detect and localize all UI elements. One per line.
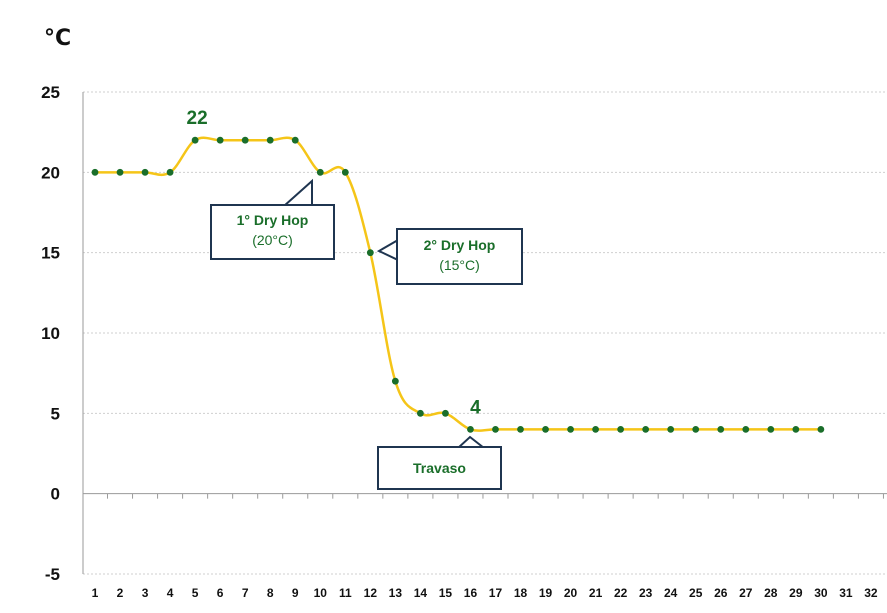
x-tick-label: 6: [217, 586, 224, 600]
x-tick-label: 3: [142, 586, 149, 600]
data-point: [742, 426, 750, 433]
value-annotation: 4: [470, 397, 481, 418]
y-tick-label: 0: [51, 485, 60, 504]
x-tick-label: 32: [864, 586, 878, 600]
x-tick-label: 16: [464, 586, 478, 600]
x-tick-label: 18: [514, 586, 528, 600]
x-tick-label: 11: [339, 586, 352, 600]
data-point: [141, 168, 149, 176]
callout-travaso-title: Travaso: [413, 460, 466, 476]
data-point: [817, 426, 825, 433]
x-tick-label: 15: [439, 586, 453, 600]
y-tick-label: 20: [41, 163, 60, 182]
x-tick-label: 5: [192, 586, 199, 600]
x-tick-label: 24: [664, 586, 678, 600]
x-tick-label: 28: [764, 586, 778, 600]
x-tick-label: 12: [364, 586, 378, 600]
x-tick-label: 9: [292, 586, 299, 600]
y-tick-label: 15: [41, 244, 60, 263]
data-point: [467, 426, 474, 433]
data-point: [216, 136, 224, 144]
data-point: [767, 426, 775, 433]
x-tick-label: 19: [539, 586, 553, 600]
data-point: [617, 426, 625, 433]
data-point: [592, 426, 599, 433]
y-tick-label: 10: [41, 324, 60, 343]
data-point: [492, 426, 499, 433]
x-tick-label: 10: [314, 586, 328, 600]
x-tick-label: 4: [167, 586, 174, 600]
data-point: [266, 136, 274, 144]
data-point: [316, 168, 324, 176]
x-tick-label: 13: [389, 586, 403, 600]
data-point: [792, 426, 800, 433]
x-tick-label: 17: [489, 586, 503, 600]
callout-dry-hop-2: 2° Dry Hop (15°C): [396, 228, 523, 285]
data-point: [391, 377, 399, 385]
data-point: [517, 426, 524, 433]
callout-dry-hop-1-sub: (20°C): [252, 232, 293, 248]
data-point: [642, 426, 650, 433]
callout-travaso: Travaso: [377, 446, 502, 490]
x-tick-label: 31: [839, 586, 853, 600]
y-tick-label: 5: [51, 404, 60, 423]
data-point: [191, 136, 199, 144]
x-tick-label: 21: [589, 586, 603, 600]
x-tick-label: 7: [242, 586, 249, 600]
x-tick-label: 8: [267, 586, 274, 600]
y-tick-label: -5: [45, 565, 60, 584]
callout-dry-hop-1: 1° Dry Hop (20°C): [210, 204, 335, 260]
x-tick-label: 23: [639, 586, 653, 600]
callout-dry-hop-2-sub: (15°C): [439, 257, 480, 273]
x-tick-label: 26: [714, 586, 728, 600]
y-axis-unit-label: °C: [44, 26, 72, 51]
data-point: [416, 409, 424, 417]
data-point: [241, 136, 249, 144]
data-point: [166, 168, 174, 176]
value-annotation: 22: [187, 108, 208, 129]
x-tick-label: 29: [789, 586, 803, 600]
data-point: [542, 426, 549, 433]
data-point: [717, 426, 725, 433]
x-tick-label: 20: [564, 586, 578, 600]
data-point: [442, 409, 449, 417]
x-tick-label: 22: [614, 586, 628, 600]
data-point: [567, 426, 574, 433]
data-point: [116, 168, 124, 176]
data-point: [366, 249, 374, 257]
x-tick-label: 30: [814, 586, 828, 600]
data-point: [291, 136, 299, 144]
data-point: [692, 426, 700, 433]
y-tick-label: 25: [41, 83, 60, 102]
x-tick-label: 27: [739, 586, 753, 600]
callout-dry-hop-1-title: 1° Dry Hop: [236, 212, 309, 228]
x-tick-label: 1: [92, 586, 99, 600]
data-point: [667, 426, 675, 433]
data-point: [91, 168, 99, 176]
x-tick-label: 2: [117, 586, 124, 600]
data-point: [341, 168, 349, 176]
x-tick-label: 14: [414, 586, 428, 600]
callout-dry-hop-2-title: 2° Dry Hop: [423, 237, 496, 253]
callout-pointer-1: [281, 178, 313, 207]
x-tick-label: 25: [689, 586, 703, 600]
